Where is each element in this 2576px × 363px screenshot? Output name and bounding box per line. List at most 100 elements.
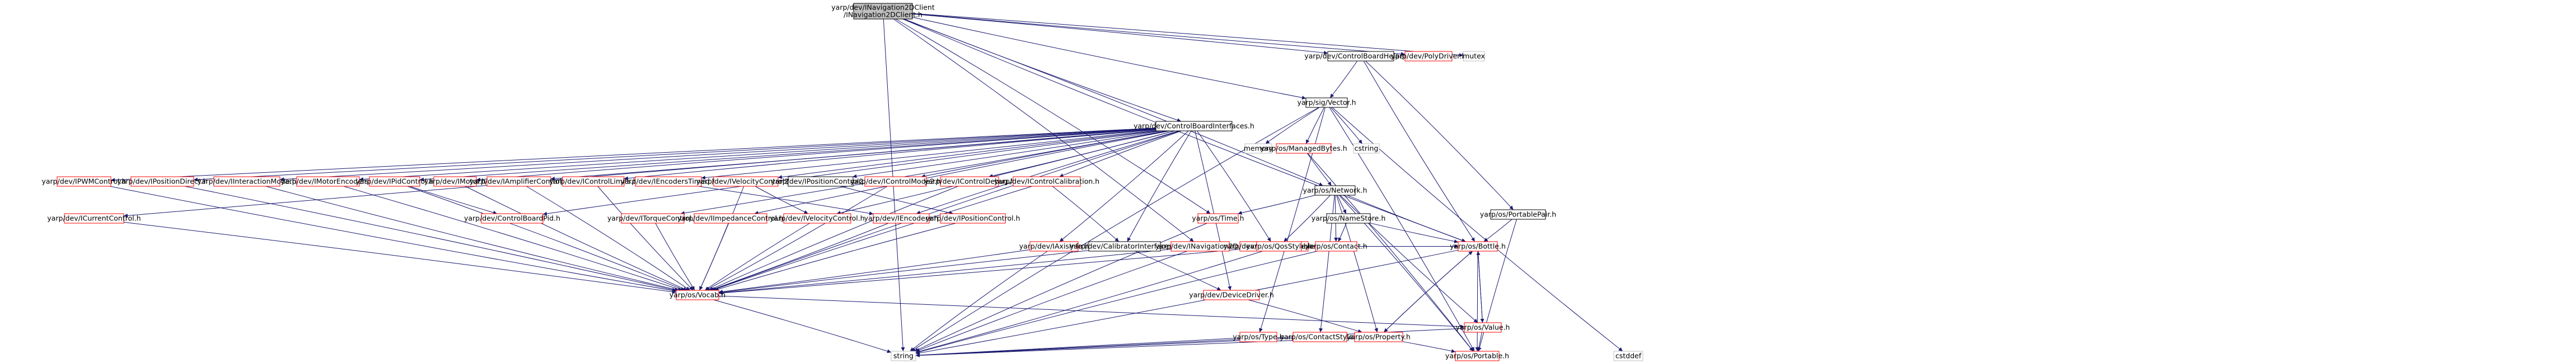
node-iencoders[interactable]: yarp/dev/IEncoders.h — [864, 213, 939, 224]
node-box-vector — [1305, 97, 1348, 108]
node-contact[interactable]: yarp/os/Contact.h — [1305, 241, 1367, 252]
node-box-type — [1239, 332, 1277, 342]
node-vector[interactable]: yarp/sig/Vector.h — [1297, 97, 1356, 108]
edge-cbi-to-ipid — [419, 128, 1156, 182]
node-label-ipid: yarp/dev/IPidControl.h — [355, 177, 433, 186]
node-box-ilimits — [562, 176, 625, 187]
node-box-idebug — [940, 176, 999, 187]
node-bottle[interactable]: yarp/os/Bottle.h — [1450, 241, 1506, 252]
node-box-ienctimed — [635, 176, 702, 187]
node-label-string: string — [893, 352, 914, 360]
node-box-memory — [1244, 143, 1272, 154]
node-iintmode[interactable]: yarp/dev/IInteractionMode.h — [197, 176, 297, 187]
node-box-devicedriver — [1203, 290, 1260, 300]
node-polydriver[interactable]: yarp/dev/PolyDriver.h — [1391, 51, 1466, 62]
node-icurrent[interactable]: yarp/dev/ICurrentControl.h — [47, 213, 141, 224]
node-box-iposctrl — [940, 213, 1006, 224]
node-ienctimed[interactable]: yarp/dev/IEncodersTimed.h — [620, 176, 716, 187]
node-box-iamp — [486, 176, 551, 187]
node-ivel2[interactable]: yarp/dev/IVelocityControl2.h — [696, 176, 795, 187]
node-iaxisinfo[interactable]: yarp/dev/IAxisInfo.h — [1019, 241, 1089, 252]
edge-iintmode-to-vocab — [265, 186, 679, 291]
node-imotorenc[interactable]: yarp/dev/IMotorEncoders.h — [281, 176, 376, 187]
edge-qosstyle-to-string — [915, 251, 1263, 353]
node-iposdirect[interactable]: yarp/dev/IPositionDirect.h — [117, 176, 208, 187]
node-box-icurrent — [64, 213, 124, 224]
node-cbpid[interactable]: yarp/dev/ControlBoardPid.h — [464, 213, 560, 224]
node-string[interactable]: string — [891, 351, 916, 361]
node-box-contact — [1315, 241, 1357, 252]
node-ipwm[interactable]: yarp/dev/IPWMControl.h — [41, 176, 127, 187]
edge-calibiface-to-devicedriver — [1135, 251, 1221, 291]
node-iamp[interactable]: yarp/dev/IAmplifierControl.h — [470, 176, 569, 187]
node-label-ilimits: yarp/dev/IControlLimits.h — [549, 177, 638, 186]
node-iposctrl[interactable]: yarp/dev/IPositionControl.h — [925, 213, 1020, 224]
node-mutex[interactable]: mutex — [1463, 51, 1485, 62]
node-ilimits[interactable]: yarp/dev/IControlLimits.h — [549, 176, 638, 187]
node-root[interactable]: yarp/dev/INavigation2DClient/INavigation… — [831, 3, 935, 20]
node-box-value — [1464, 322, 1502, 333]
edge-ipos2-to-iposctrl — [840, 186, 954, 215]
node-memory[interactable]: memory — [1244, 143, 1273, 154]
edge-namestore-to-contact — [1338, 223, 1347, 242]
edge-bottle-to-portable — [1475, 251, 1479, 352]
edge-idebug-to-vocab — [709, 186, 958, 291]
node-idebug[interactable]: yarp/dev/IControlDebug.h — [924, 176, 1015, 187]
node-label-imotor: yarp/dev/IMotor.h — [424, 177, 486, 186]
node-imotor[interactable]: yarp/dev/IMotor.h — [424, 176, 486, 187]
node-label-iposdirect: yarp/dev/IPositionDirect.h — [117, 177, 207, 186]
edge-imotor-to-vocab — [465, 186, 688, 291]
node-ipid[interactable]: yarp/dev/IPidControl.h — [355, 176, 434, 187]
edge-iposdirect-to-vocab — [184, 186, 677, 292]
node-label-icalib: yarp/dev/IControlCalibration.h — [994, 177, 1099, 186]
edge-contact-to-string — [915, 251, 1318, 354]
edge-ilimits-to-vocab — [597, 186, 694, 291]
edge-cbi-to-imotor — [476, 129, 1156, 182]
edge-property-to-string — [915, 337, 1355, 357]
node-ipos2[interactable]: yarp/dev/IPositionControl2.h — [771, 176, 870, 187]
node-box-cstddef — [1613, 351, 1643, 361]
edge-vector-to-portable — [1329, 107, 1475, 352]
node-cstddef[interactable]: cstddef — [1613, 351, 1643, 361]
node-portablepair[interactable]: yarp/os/PortablePair.h — [1480, 209, 1556, 220]
edge-calibiface-to-vocab — [718, 250, 1089, 294]
node-imode2[interactable]: yarp/dev/IControlMode2.h — [850, 176, 941, 187]
node-managedbytes[interactable]: yarp/os/ManagedBytes.h — [1260, 143, 1347, 154]
node-box-iposdirect — [130, 176, 194, 187]
node-label-iimpedance: yarp/dev/IImpedanceControl.h — [677, 214, 784, 223]
node-property[interactable]: yarp/os/Property.h — [1347, 332, 1411, 342]
node-ivel[interactable]: yarp/dev/IVelocityControl.h — [770, 213, 865, 224]
node-qosstyle[interactable]: yarp/os/QosStyle.h — [1246, 241, 1312, 252]
node-label-managedbytes: yarp/os/ManagedBytes.h — [1260, 144, 1347, 153]
edge-ipid-to-vocab — [407, 186, 685, 291]
node-time[interactable]: yarp/os/Time.h — [1192, 213, 1244, 224]
node-portable[interactable]: yarp/os/Portable.h — [1445, 351, 1509, 361]
node-cstring[interactable]: cstring — [1353, 143, 1380, 154]
node-label-root: /INavigation2DClient.h — [844, 11, 922, 19]
node-namestore[interactable]: yarp/os/NameStore.h — [1312, 213, 1386, 224]
edge-network-to-qosstyle — [1284, 195, 1331, 242]
node-icalib[interactable]: yarp/dev/IControlCalibration.h — [994, 176, 1099, 187]
node-vocab[interactable]: yarp/os/Vocab.h — [669, 290, 725, 300]
node-calibiface[interactable]: yarp/dev/CalibratorInterfaces.h — [1070, 241, 1179, 252]
node-cbi[interactable]: yarp/dev/ControlBoardInterfaces.h — [1134, 121, 1254, 131]
node-label-iintmode: yarp/dev/IInteractionMode.h — [197, 177, 296, 186]
edge-managedbytes-to-network — [1306, 153, 1332, 186]
node-network[interactable]: yarp/os/Network.h — [1303, 185, 1367, 196]
node-box-ipid — [369, 176, 420, 187]
node-box-portable — [1455, 351, 1500, 361]
node-iimpedance[interactable]: yarp/dev/IImpedanceControl.h — [677, 213, 784, 224]
node-contactstyle[interactable]: yarp/os/ContactStyle.h — [1280, 332, 1360, 342]
node-devicedriver[interactable]: yarp/dev/DeviceDriver.h — [1189, 290, 1274, 300]
node-label-time: yarp/os/Time.h — [1192, 214, 1244, 223]
edge-bottle-to-property — [1383, 251, 1473, 333]
node-label-vector: yarp/sig/Vector.h — [1297, 98, 1356, 107]
node-itorque[interactable]: yarp/dev/ITorqueControl.h — [607, 213, 698, 224]
node-type[interactable]: yarp/os/Type.h — [1233, 332, 1284, 342]
node-cbhelpers[interactable]: yarp/dev/ControlBoardHelpers.h — [1304, 51, 1417, 62]
edge-icalib-to-calibiface — [1052, 186, 1120, 242]
node-value[interactable]: yarp/os/Value.h — [1456, 322, 1510, 333]
node-box-cbi — [1155, 121, 1233, 131]
node-inav2d[interactable]: yarp/dev/INavigation2D.h — [1155, 241, 1245, 252]
node-box-imode2 — [864, 176, 927, 187]
